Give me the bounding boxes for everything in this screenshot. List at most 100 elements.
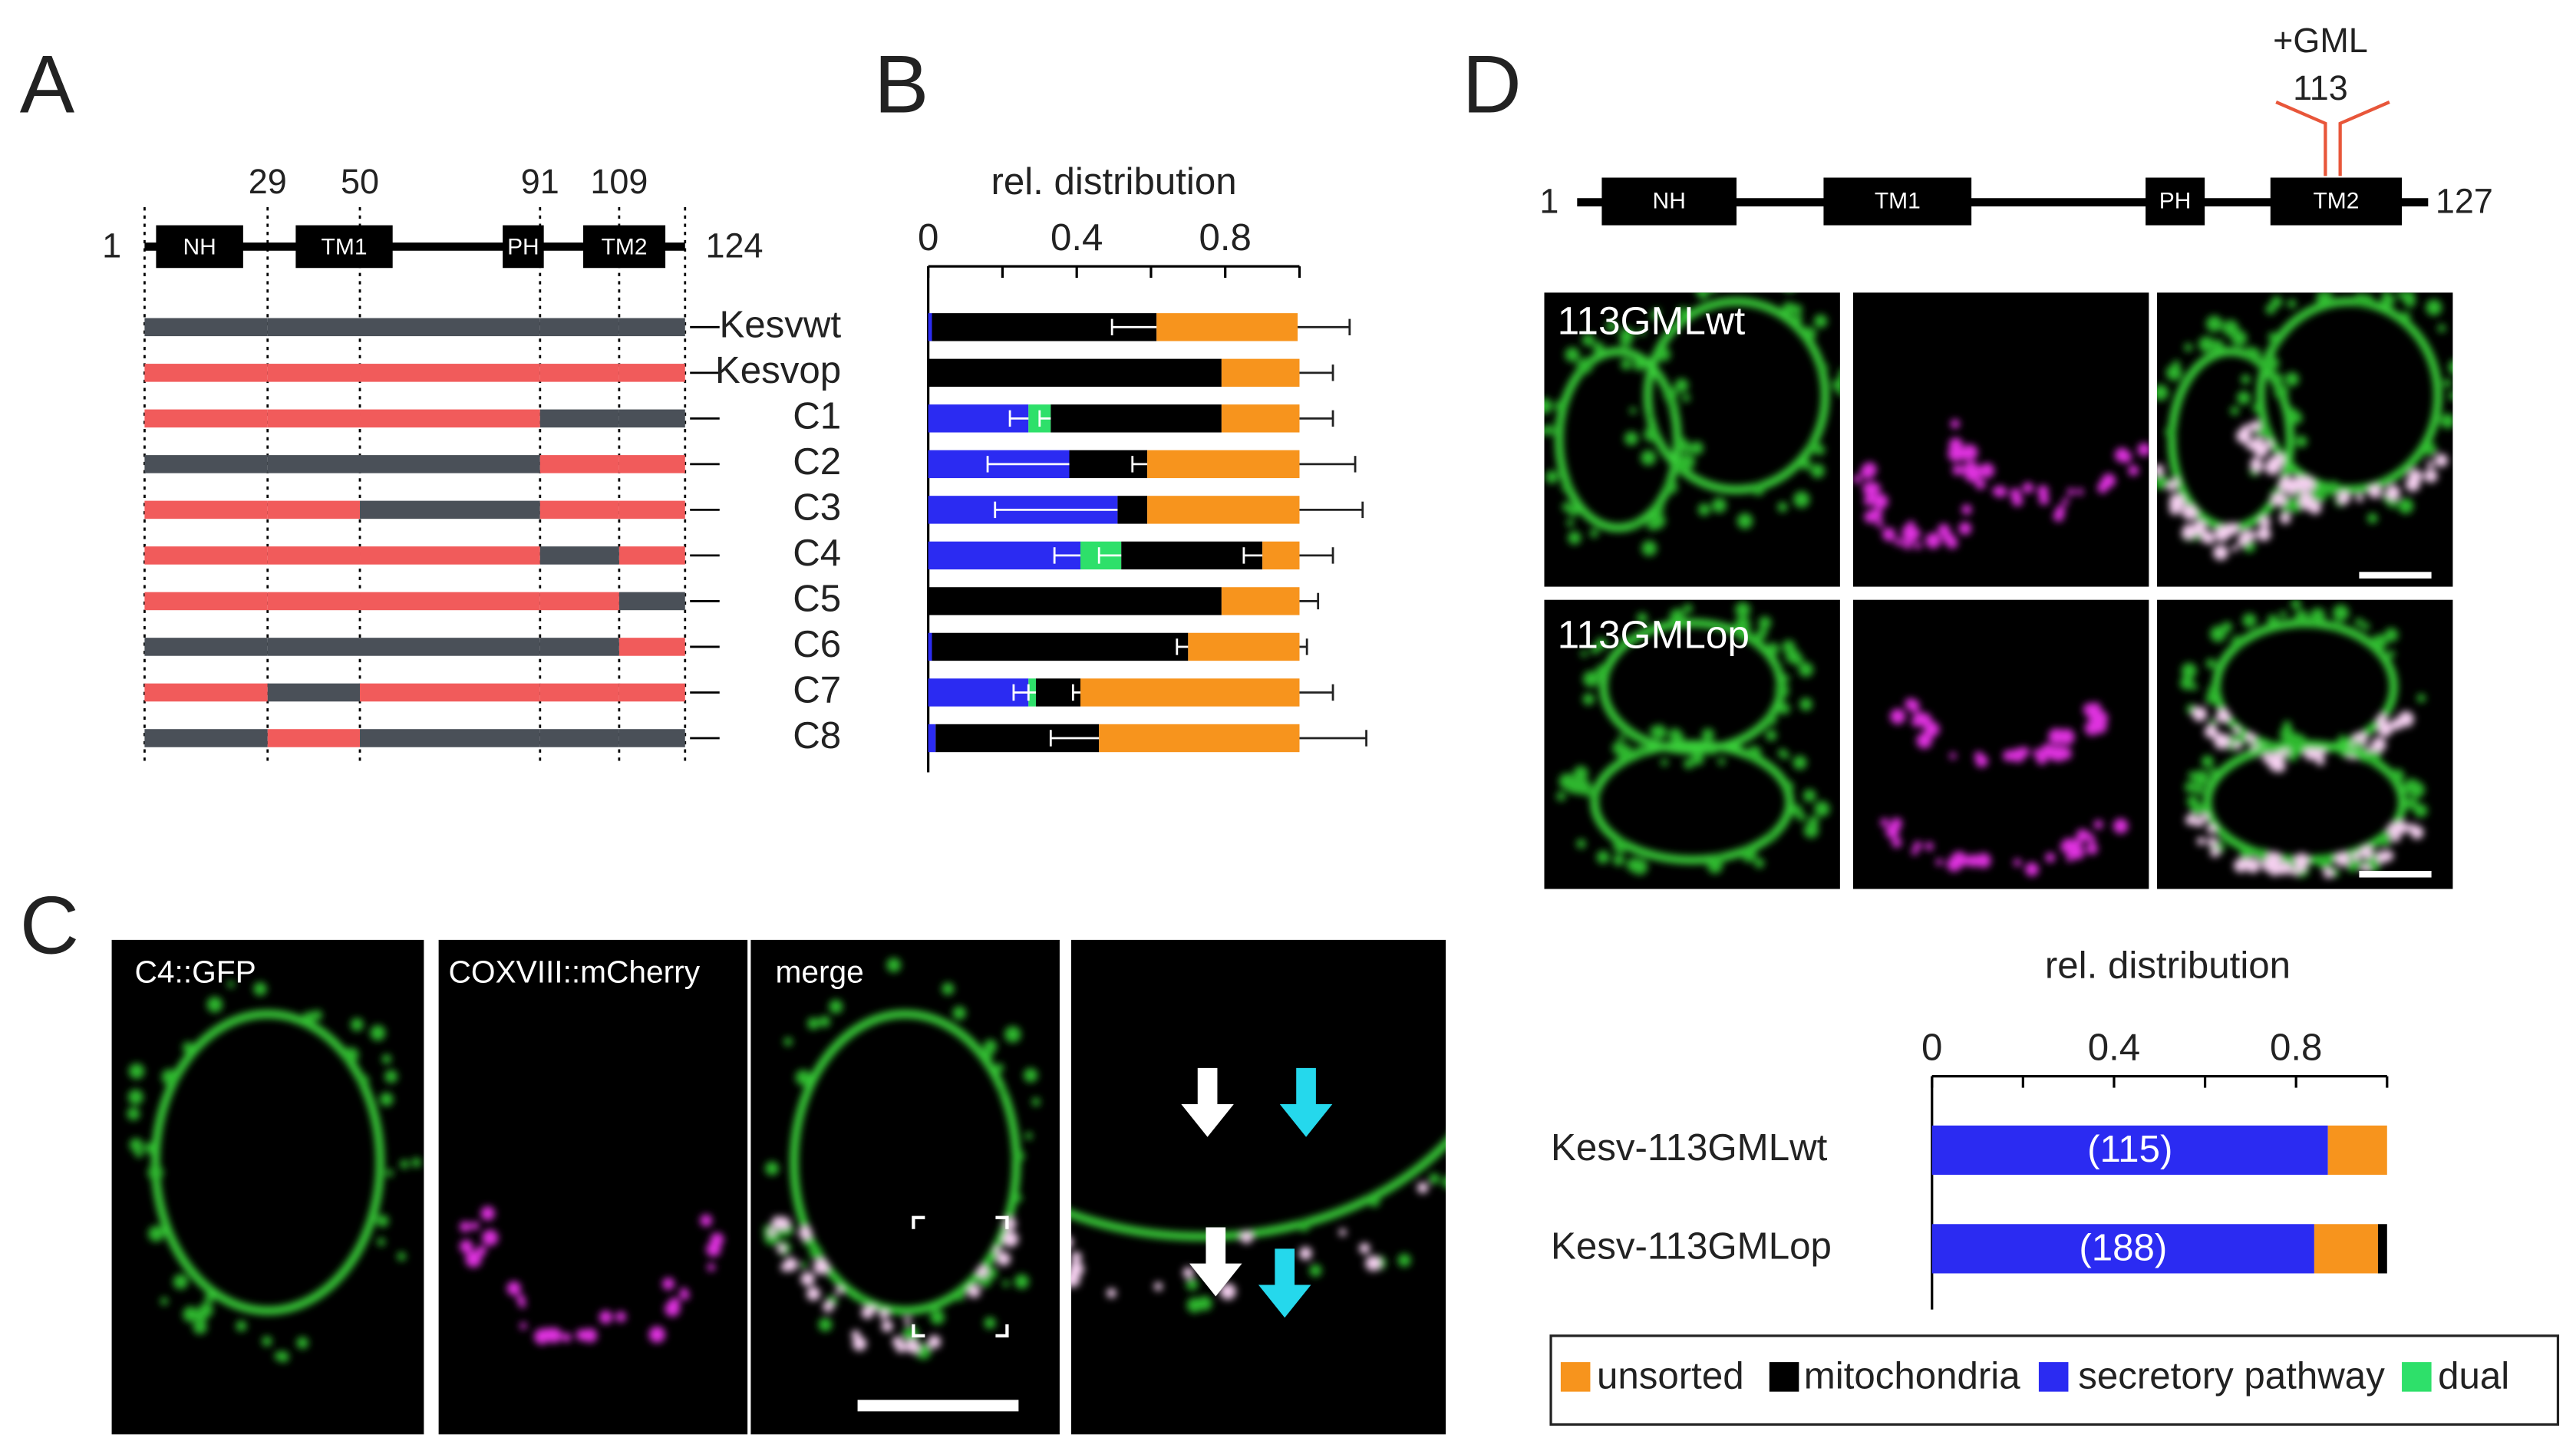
bar-segment [1051, 404, 1222, 433]
mito-spot [1964, 466, 1981, 483]
bar-segment [928, 587, 1222, 615]
er-spot [2208, 767, 2217, 776]
mito-spot [1907, 699, 1920, 713]
er-spot [2400, 312, 2411, 322]
er-spot [886, 958, 902, 973]
er-spot [2287, 750, 2298, 762]
mito-spot [2360, 863, 2370, 873]
micrograph [438, 939, 748, 1435]
mito-spot [2273, 453, 2285, 465]
er-spot [1653, 503, 1664, 514]
er-spot [2404, 296, 2416, 308]
er-spot [1799, 697, 1812, 711]
construct-segment [267, 729, 361, 747]
construct-segment [618, 592, 685, 611]
mito-spot [2038, 494, 2050, 505]
mito-spot [1924, 721, 1940, 737]
mito-spot [2022, 482, 2033, 493]
mito-spot [2050, 745, 2067, 762]
er-spot [1766, 642, 1779, 655]
mito-spot [2212, 545, 2228, 561]
mito-spot [2334, 851, 2350, 866]
er-spot [2184, 343, 2193, 352]
construct-segment [539, 683, 619, 702]
mito-spot [2083, 703, 2096, 717]
cell-outline [1070, 1137, 1446, 1241]
mito-spot [1853, 475, 1862, 483]
insertion-position: 113 [2293, 68, 2348, 107]
legend-label: dual [2438, 1355, 2509, 1397]
er-spot [274, 1351, 284, 1360]
mito-spot [1913, 841, 1922, 850]
mito-spot [1365, 1255, 1381, 1271]
mito-spot [2273, 493, 2287, 506]
er-spot [1576, 839, 1586, 849]
er-spot [1741, 622, 1750, 631]
bar-segment [1117, 496, 1148, 524]
er-spot [2440, 414, 2453, 429]
er-spot [1803, 789, 1816, 803]
er-spot [1766, 714, 1777, 726]
er-spot [2380, 293, 2395, 308]
bar-segment [1147, 496, 1300, 524]
micrograph-content [1544, 292, 1840, 556]
error-bar [1027, 684, 1036, 701]
mito-spot [2076, 488, 2084, 496]
er-spot [376, 1215, 389, 1228]
er-spot [1663, 387, 1678, 402]
construct-segment [360, 546, 540, 565]
category-label: Kesvop [715, 349, 841, 391]
er-spot [1793, 755, 1807, 770]
mito-spot [771, 1216, 785, 1229]
er-spot [1793, 315, 1803, 325]
domain-label: PH [507, 234, 539, 259]
mito-spot [1948, 446, 1964, 462]
er-spot [1792, 304, 1803, 315]
er-spot [370, 1025, 386, 1041]
mito-spot [2250, 457, 2263, 470]
er-spot [1747, 746, 1762, 760]
er-spot [819, 1015, 830, 1027]
er-spot [2242, 613, 2257, 628]
er-spot [1775, 685, 1789, 699]
mito-spot [800, 1271, 815, 1286]
mito-spot [2234, 859, 2248, 873]
er-spot [2210, 625, 2227, 642]
mito-spot [2010, 748, 2025, 763]
error-bar [1131, 456, 1148, 473]
cell-outline [151, 1010, 384, 1315]
x-tick-label: 0.4 [2088, 1026, 2140, 1068]
er-spot [1631, 520, 1641, 529]
mito-spot [680, 1290, 690, 1301]
er-spot [2406, 797, 2418, 810]
construct-segment [618, 500, 685, 519]
insertion-label: +GML [2273, 21, 2368, 60]
er-spot [1773, 663, 1782, 671]
construct-segment [539, 500, 619, 519]
er-spot [1838, 388, 1840, 396]
er-spot [1674, 378, 1689, 393]
mito-spot [1876, 520, 1884, 528]
er-spot [1368, 1195, 1380, 1207]
er-spot [1751, 633, 1763, 645]
er-spot [2443, 379, 2452, 387]
er-spot [2297, 618, 2304, 625]
er-spot [2317, 854, 2333, 870]
mito-spot [700, 1214, 712, 1227]
mito-spot [506, 1281, 521, 1296]
er-spot [1754, 858, 1765, 869]
category-label: C6 [793, 623, 841, 665]
er-spot [1805, 328, 1817, 340]
er-spot [1814, 801, 1830, 817]
er-spot [1004, 1026, 1021, 1043]
mito-spot [599, 1311, 613, 1324]
er-spot [1819, 363, 1828, 372]
er-spot [1002, 1280, 1010, 1288]
er-spot [2310, 608, 2326, 624]
mito-spot [816, 1265, 824, 1273]
er-spot [2372, 634, 2387, 650]
er-spot [1644, 427, 1659, 442]
er-spot [942, 982, 955, 995]
er-spot [809, 1245, 823, 1259]
er-spot [379, 1092, 394, 1106]
